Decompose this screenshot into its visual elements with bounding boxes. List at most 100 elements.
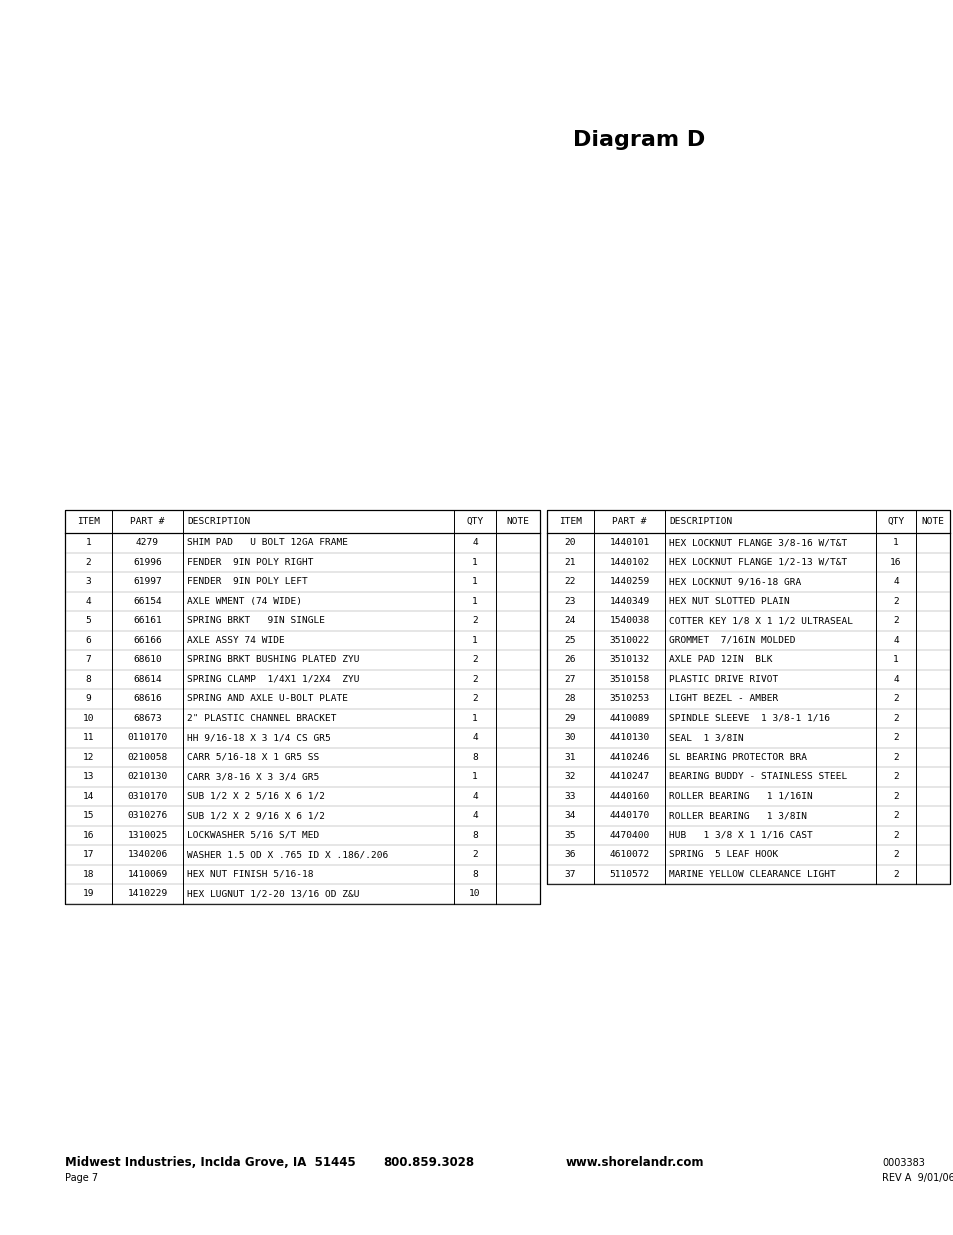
Text: 14: 14 bbox=[83, 792, 94, 800]
Text: 4: 4 bbox=[472, 792, 477, 800]
Text: 12: 12 bbox=[83, 753, 94, 762]
Text: 27: 27 bbox=[564, 674, 576, 684]
Text: 2: 2 bbox=[86, 558, 91, 567]
Text: 0210058: 0210058 bbox=[128, 753, 168, 762]
Text: 24: 24 bbox=[564, 616, 576, 625]
Text: 800.859.3028: 800.859.3028 bbox=[382, 1156, 474, 1170]
Text: 26: 26 bbox=[564, 656, 576, 664]
Text: SUB 1/2 X 2 5/16 X 6 1/2: SUB 1/2 X 2 5/16 X 6 1/2 bbox=[187, 792, 325, 800]
Text: NOTE: NOTE bbox=[506, 517, 529, 526]
Text: 5110572: 5110572 bbox=[609, 869, 649, 879]
Text: 61996: 61996 bbox=[133, 558, 162, 567]
Text: 36: 36 bbox=[564, 850, 576, 860]
Text: 66161: 66161 bbox=[133, 616, 162, 625]
Text: ROLLER BEARING   1 3/8IN: ROLLER BEARING 1 3/8IN bbox=[668, 811, 806, 820]
Text: DESCRIPTION: DESCRIPTION bbox=[668, 517, 732, 526]
Text: 4: 4 bbox=[86, 597, 91, 605]
Text: 61997: 61997 bbox=[133, 577, 162, 587]
Text: 1440349: 1440349 bbox=[609, 597, 649, 605]
Text: 8: 8 bbox=[472, 869, 477, 879]
Text: WASHER 1.5 OD X .765 ID X .186/.206: WASHER 1.5 OD X .765 ID X .186/.206 bbox=[187, 850, 388, 860]
Text: HEX LUGNUT 1/2-20 13/16 OD Z&U: HEX LUGNUT 1/2-20 13/16 OD Z&U bbox=[187, 889, 359, 898]
Text: Diagram D: Diagram D bbox=[572, 130, 704, 149]
Text: 2: 2 bbox=[472, 850, 477, 860]
Text: 1340206: 1340206 bbox=[128, 850, 168, 860]
Text: 2: 2 bbox=[892, 734, 898, 742]
Text: 1: 1 bbox=[472, 714, 477, 722]
Text: SPRING  5 LEAF HOOK: SPRING 5 LEAF HOOK bbox=[668, 850, 778, 860]
Text: SPRING AND AXLE U-BOLT PLATE: SPRING AND AXLE U-BOLT PLATE bbox=[187, 694, 348, 703]
Text: FENDER  9IN POLY LEFT: FENDER 9IN POLY LEFT bbox=[187, 577, 308, 587]
Bar bbox=[546, 510, 949, 884]
Text: SUB 1/2 X 2 9/16 X 6 1/2: SUB 1/2 X 2 9/16 X 6 1/2 bbox=[187, 811, 325, 820]
Text: LIGHT BEZEL - AMBER: LIGHT BEZEL - AMBER bbox=[668, 694, 778, 703]
Text: 28: 28 bbox=[564, 694, 576, 703]
Text: 9: 9 bbox=[86, 694, 91, 703]
Text: 8: 8 bbox=[86, 674, 91, 684]
Text: 3510022: 3510022 bbox=[609, 636, 649, 645]
Text: HEX LOCKNUT FLANGE 1/2-13 W/T&T: HEX LOCKNUT FLANGE 1/2-13 W/T&T bbox=[668, 558, 846, 567]
Text: PLASTIC DRIVE RIVOT: PLASTIC DRIVE RIVOT bbox=[668, 674, 778, 684]
Text: 1310025: 1310025 bbox=[128, 831, 168, 840]
Text: 3510158: 3510158 bbox=[609, 674, 649, 684]
Text: GROMMET  7/16IN MOLDED: GROMMET 7/16IN MOLDED bbox=[668, 636, 795, 645]
Text: 1: 1 bbox=[472, 636, 477, 645]
Text: 1: 1 bbox=[892, 656, 898, 664]
Text: 1: 1 bbox=[472, 577, 477, 587]
Text: Ida Grove, IA  51445: Ida Grove, IA 51445 bbox=[220, 1156, 355, 1170]
Text: 2: 2 bbox=[892, 753, 898, 762]
Text: PART #: PART # bbox=[612, 517, 646, 526]
Text: 1540038: 1540038 bbox=[609, 616, 649, 625]
Text: 0310170: 0310170 bbox=[128, 792, 168, 800]
Text: ROLLER BEARING   1 1/16IN: ROLLER BEARING 1 1/16IN bbox=[668, 792, 812, 800]
Text: DESCRIPTION: DESCRIPTION bbox=[187, 517, 250, 526]
Text: QTY: QTY bbox=[466, 517, 483, 526]
Text: 2: 2 bbox=[472, 694, 477, 703]
Text: 2: 2 bbox=[892, 616, 898, 625]
Text: 2: 2 bbox=[472, 656, 477, 664]
Text: SEAL  1 3/8IN: SEAL 1 3/8IN bbox=[668, 734, 743, 742]
Text: AXLE WMENT (74 WIDE): AXLE WMENT (74 WIDE) bbox=[187, 597, 302, 605]
Text: 3: 3 bbox=[86, 577, 91, 587]
Text: 13: 13 bbox=[83, 772, 94, 782]
Text: 4279: 4279 bbox=[136, 538, 159, 547]
Text: SPRING BRKT BUSHING PLATED ZYU: SPRING BRKT BUSHING PLATED ZYU bbox=[187, 656, 359, 664]
Text: 1440102: 1440102 bbox=[609, 558, 649, 567]
Text: 4410247: 4410247 bbox=[609, 772, 649, 782]
Text: www.shorelandr.com: www.shorelandr.com bbox=[565, 1156, 703, 1170]
Text: 2: 2 bbox=[472, 674, 477, 684]
Text: 8: 8 bbox=[472, 753, 477, 762]
Text: QTY: QTY bbox=[886, 517, 903, 526]
Text: 32: 32 bbox=[564, 772, 576, 782]
Text: 3510132: 3510132 bbox=[609, 656, 649, 664]
Text: 1410229: 1410229 bbox=[128, 889, 168, 898]
Text: 4: 4 bbox=[472, 734, 477, 742]
Text: 18: 18 bbox=[83, 869, 94, 879]
Text: 2: 2 bbox=[472, 616, 477, 625]
Text: COTTER KEY 1/8 X 1 1/2 ULTRASEAL: COTTER KEY 1/8 X 1 1/2 ULTRASEAL bbox=[668, 616, 852, 625]
Text: FENDER  9IN POLY RIGHT: FENDER 9IN POLY RIGHT bbox=[187, 558, 314, 567]
Text: HEX LOCKNUT FLANGE 3/8-16 W/T&T: HEX LOCKNUT FLANGE 3/8-16 W/T&T bbox=[668, 538, 846, 547]
Text: Page 7: Page 7 bbox=[65, 1173, 98, 1183]
Text: Midwest Industries, Inc.: Midwest Industries, Inc. bbox=[65, 1156, 225, 1170]
Text: 4410130: 4410130 bbox=[609, 734, 649, 742]
Text: PART #: PART # bbox=[131, 517, 165, 526]
Text: 1: 1 bbox=[86, 538, 91, 547]
Text: 2: 2 bbox=[892, 772, 898, 782]
Bar bbox=[65, 510, 539, 904]
Text: CARR 3/8-16 X 3 3/4 GR5: CARR 3/8-16 X 3 3/4 GR5 bbox=[187, 772, 319, 782]
Text: 2: 2 bbox=[892, 831, 898, 840]
Text: REV A  9/01/06: REV A 9/01/06 bbox=[882, 1173, 953, 1183]
Text: ITEM: ITEM bbox=[558, 517, 581, 526]
Text: 25: 25 bbox=[564, 636, 576, 645]
Text: 6: 6 bbox=[86, 636, 91, 645]
Text: 8: 8 bbox=[472, 831, 477, 840]
Text: 2: 2 bbox=[892, 850, 898, 860]
Text: 10: 10 bbox=[83, 714, 94, 722]
Text: 2: 2 bbox=[892, 694, 898, 703]
Text: HEX NUT FINISH 5/16-18: HEX NUT FINISH 5/16-18 bbox=[187, 869, 314, 879]
Text: 17: 17 bbox=[83, 850, 94, 860]
Text: 16: 16 bbox=[83, 831, 94, 840]
Text: 68673: 68673 bbox=[133, 714, 162, 722]
Text: 21: 21 bbox=[564, 558, 576, 567]
